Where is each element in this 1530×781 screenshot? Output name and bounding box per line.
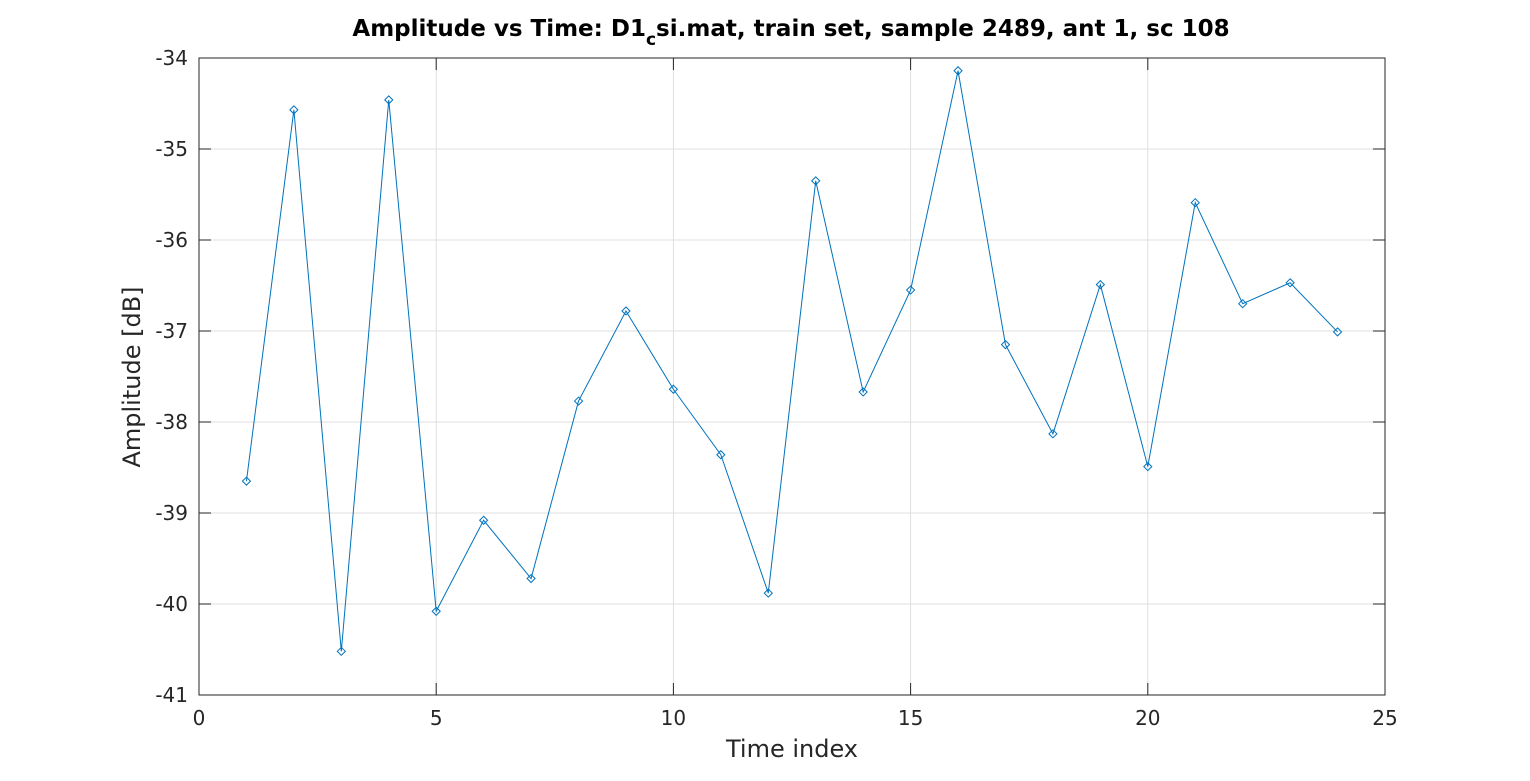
data-point-marker [526, 573, 536, 584]
data-point-marker [1095, 279, 1106, 290]
data-point-marker [384, 95, 394, 105]
data-point-marker [763, 588, 773, 598]
y-tick-label: -40 [155, 592, 188, 616]
y-tick-label: -34 [155, 46, 188, 70]
y-tick-label: -39 [155, 501, 188, 525]
y-tick-labels: -41 -40 -39 -38 -37 -36 -35 -34 [155, 46, 188, 707]
x-tick-label: 5 [430, 706, 443, 730]
data-point-marker [858, 387, 868, 397]
y-tick-label: -38 [155, 410, 188, 434]
title-rest-part: si.mat, train set, sample 2489, ant 1, s… [656, 16, 1230, 42]
chart-title: Amplitude vs Time: D1csi.mat, train set,… [352, 16, 1229, 50]
x-axis-label: Time index [725, 735, 858, 763]
data-point-marker [1000, 339, 1011, 350]
data-point-marker [811, 176, 821, 186]
data-point-marker [716, 450, 726, 460]
grid-lines [199, 58, 1385, 695]
x-tick-labels: 0 5 10 15 20 25 [193, 706, 1398, 730]
data-point-marker [1048, 429, 1058, 439]
data-point-marker [905, 285, 916, 295]
series-line [245, 70, 1338, 652]
x-tick-label: 15 [898, 706, 923, 730]
x-tick-label: 20 [1135, 706, 1160, 730]
plot-area [199, 58, 1385, 695]
data-point-marker [573, 396, 584, 406]
series-amplitude [241, 66, 1343, 657]
data-point-marker [1237, 298, 1248, 309]
axes [198, 57, 1386, 696]
data-point-marker [953, 66, 963, 76]
data-point-marker [668, 384, 679, 394]
data-point-marker [478, 515, 489, 525]
x-tick-label: 10 [661, 706, 686, 730]
data-point-marker [1285, 278, 1295, 288]
data-point-marker [431, 606, 441, 616]
data-point-marker [1190, 197, 1200, 208]
title-subscript: c [646, 30, 656, 50]
y-tick-label: -35 [155, 137, 188, 161]
data-point-marker [336, 646, 347, 657]
y-tick-label: -41 [155, 683, 188, 707]
axes-box [198, 57, 1386, 696]
y-tick-label: -36 [155, 228, 188, 252]
data-point-marker [289, 105, 299, 115]
data-point-marker [241, 476, 252, 486]
x-tick-label: 25 [1372, 706, 1397, 730]
tick-marks [198, 57, 1386, 696]
data-point-marker [1332, 327, 1343, 337]
y-axis-label: Amplitude [dB] [118, 286, 146, 467]
x-tick-label: 0 [193, 706, 206, 730]
data-point-marker [1143, 461, 1153, 472]
data-point-marker [621, 306, 631, 316]
y-tick-label: -37 [155, 319, 188, 343]
title-main-part: Amplitude vs Time: D1 [352, 16, 646, 42]
